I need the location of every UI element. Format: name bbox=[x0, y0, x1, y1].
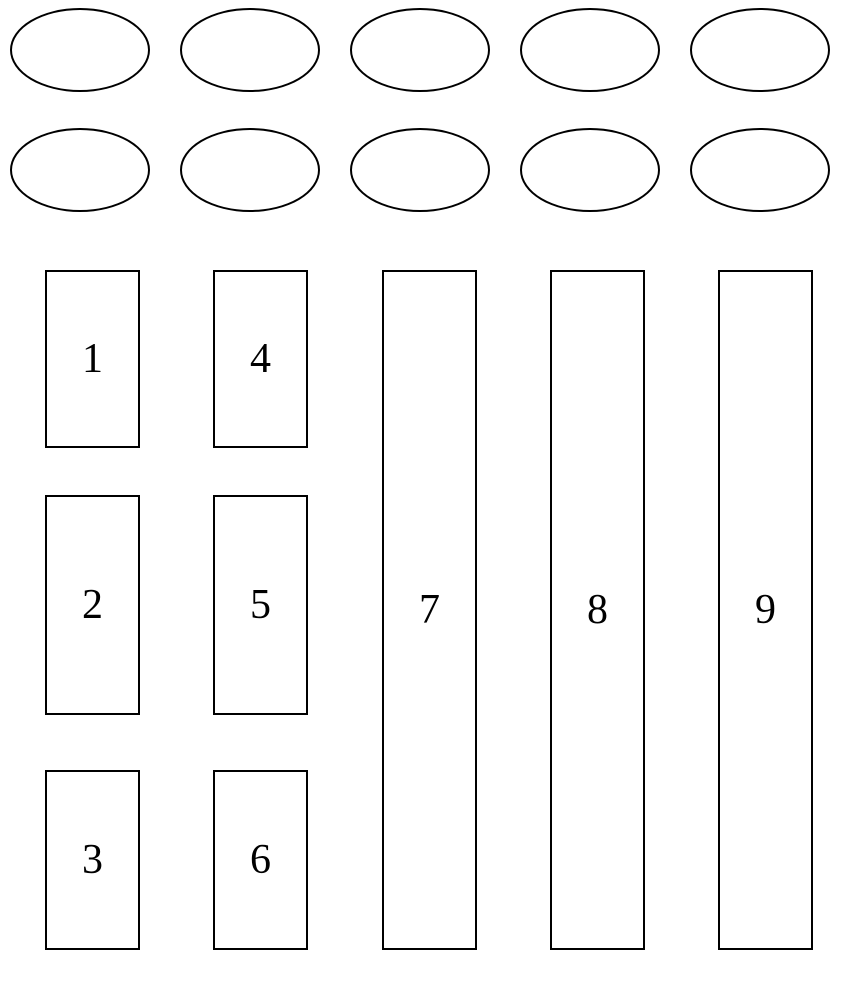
rect-label-4: 4 bbox=[250, 335, 271, 383]
rect-label-8: 8 bbox=[587, 586, 608, 634]
rect-label-7: 7 bbox=[419, 586, 440, 634]
ellipse-r0-c1 bbox=[180, 8, 320, 92]
rect-label-2: 2 bbox=[82, 581, 103, 629]
rect-8: 8 bbox=[550, 270, 645, 950]
rect-9: 9 bbox=[718, 270, 813, 950]
rect-7: 7 bbox=[382, 270, 477, 950]
rect-1: 1 bbox=[45, 270, 140, 448]
ellipse-r0-c0 bbox=[10, 8, 150, 92]
ellipse-r1-c0 bbox=[10, 128, 150, 212]
ellipse-r1-c3 bbox=[520, 128, 660, 212]
rect-label-3: 3 bbox=[82, 836, 103, 884]
ellipse-r1-c2 bbox=[350, 128, 490, 212]
rect-4: 4 bbox=[213, 270, 308, 448]
rect-5: 5 bbox=[213, 495, 308, 715]
rect-label-6: 6 bbox=[250, 836, 271, 884]
rect-label-5: 5 bbox=[250, 581, 271, 629]
ellipse-r1-c1 bbox=[180, 128, 320, 212]
rect-label-1: 1 bbox=[82, 335, 103, 383]
rect-6: 6 bbox=[213, 770, 308, 950]
ellipse-r0-c3 bbox=[520, 8, 660, 92]
ellipse-r0-c4 bbox=[690, 8, 830, 92]
ellipse-r1-c4 bbox=[690, 128, 830, 212]
ellipse-r0-c2 bbox=[350, 8, 490, 92]
rect-3: 3 bbox=[45, 770, 140, 950]
rect-2: 2 bbox=[45, 495, 140, 715]
rect-label-9: 9 bbox=[755, 586, 776, 634]
